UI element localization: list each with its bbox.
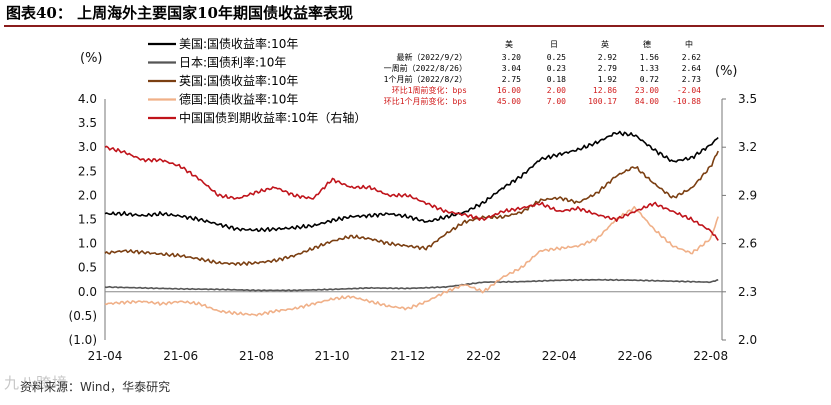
right-tick-label: 2.0 (738, 333, 757, 347)
table-header: 德 (643, 39, 651, 49)
table-cell: 0.72 (640, 75, 659, 84)
left-tick-label: 0.5 (78, 261, 97, 275)
left-tick-label: 1.5 (78, 213, 97, 227)
x-tick-label: 21-08 (239, 349, 274, 363)
table-cell: 1.56 (640, 53, 659, 62)
left-tick-label: 3.0 (78, 140, 97, 154)
table-cell: 16.00 (497, 86, 521, 95)
x-tick-label: 22-06 (618, 349, 653, 363)
table-cell: 2.79 (598, 64, 617, 73)
legend-label-4: 德国:国债收益率:10年 (179, 92, 298, 107)
table-cell: 7.00 (547, 97, 566, 106)
x-tick-label: 22-08 (693, 349, 728, 363)
table-cell: -2.04 (677, 86, 701, 95)
table-cell: -10.88 (672, 97, 701, 106)
table-cell: 1.33 (640, 64, 659, 73)
right-tick-label: 2.3 (738, 285, 757, 299)
table-cell: 0.18 (547, 75, 566, 84)
table-cell: 2.75 (502, 75, 521, 84)
table-cell: 2.73 (682, 75, 701, 84)
table-cell: 0.25 (547, 53, 566, 62)
right-tick-label: 2.6 (738, 237, 757, 251)
x-tick-label: 21-06 (163, 349, 198, 363)
x-tick-label: 22-04 (542, 349, 577, 363)
right-tick-label: 3.5 (738, 92, 757, 106)
table-cell: 12.86 (593, 86, 617, 95)
table-cell: 2.00 (547, 86, 566, 95)
watermark: 九八跨境 (4, 374, 69, 392)
series-line-4 (104, 205, 719, 317)
left-tick-label: 0.0 (78, 285, 97, 299)
table-row-label: 环比1个月前变化：bps (384, 96, 467, 106)
table-cell: 2.64 (682, 64, 701, 73)
table-cell: 84.00 (635, 97, 659, 106)
x-tick-label: 22-02 (466, 349, 501, 363)
x-tick-label: 21-04 (88, 349, 123, 363)
table-header: 美 (505, 39, 513, 49)
table-cell: 2.62 (682, 53, 701, 62)
left-tick-label: 4.0 (78, 92, 97, 106)
left-tick-label: 3.5 (78, 116, 97, 130)
chart-title: 图表40： 上周海外主要国家10年期国债收益率表现 (6, 4, 353, 22)
table-cell: 45.00 (497, 97, 521, 106)
table-cell: 1.92 (598, 75, 617, 84)
left-tick-label: 1.0 (78, 237, 97, 251)
table-cell: 2.92 (598, 53, 617, 62)
legend-label-1: 美国:国债收益率:10年 (179, 36, 298, 51)
table-cell: 3.04 (502, 64, 521, 73)
left-tick-label: (0.5) (69, 309, 97, 323)
x-tick-label: 21-10 (315, 349, 350, 363)
left-unit-label: (%) (80, 51, 103, 66)
table-header: 英 (601, 39, 609, 49)
left-tick-label: (1.0) (69, 333, 97, 347)
table-header: 日 (550, 40, 558, 49)
legend-label-3: 英国:国债收益率:10年 (179, 73, 298, 88)
series-line-5 (104, 145, 719, 241)
series-line-2 (104, 278, 719, 292)
right-tick-label: 3.2 (738, 140, 757, 154)
table-header: 中 (685, 39, 693, 49)
legend-label-2: 日本:国债利率:10年 (179, 55, 286, 70)
x-tick-label: 21-12 (390, 349, 425, 363)
left-tick-label: 2.0 (78, 188, 97, 202)
series-line-3 (104, 150, 719, 266)
title-rule (4, 25, 824, 27)
left-tick-label: 2.5 (78, 164, 97, 178)
table-row-label: 最新（2022/9/2） (396, 52, 467, 62)
table-row-label: 一周前（2022/8/26） (384, 63, 467, 73)
right-unit-label: (%) (715, 64, 738, 79)
source-note: 资料来源：Wind，华泰研究 (20, 380, 171, 394)
series-line-1 (104, 130, 719, 233)
table-cell: 3.20 (502, 53, 521, 62)
right-tick-label: 2.9 (738, 188, 757, 202)
legend-label-5: 中国国债到期收益率:10年（右轴） (179, 110, 366, 125)
table-cell: 100.17 (588, 97, 617, 106)
table-row-label: 1个月前（2022/8/2） (384, 74, 467, 84)
table-cell: 0.23 (547, 64, 566, 73)
table-row-label: 环比1周前变化：bps (392, 85, 467, 95)
table-cell: 23.00 (635, 86, 659, 95)
